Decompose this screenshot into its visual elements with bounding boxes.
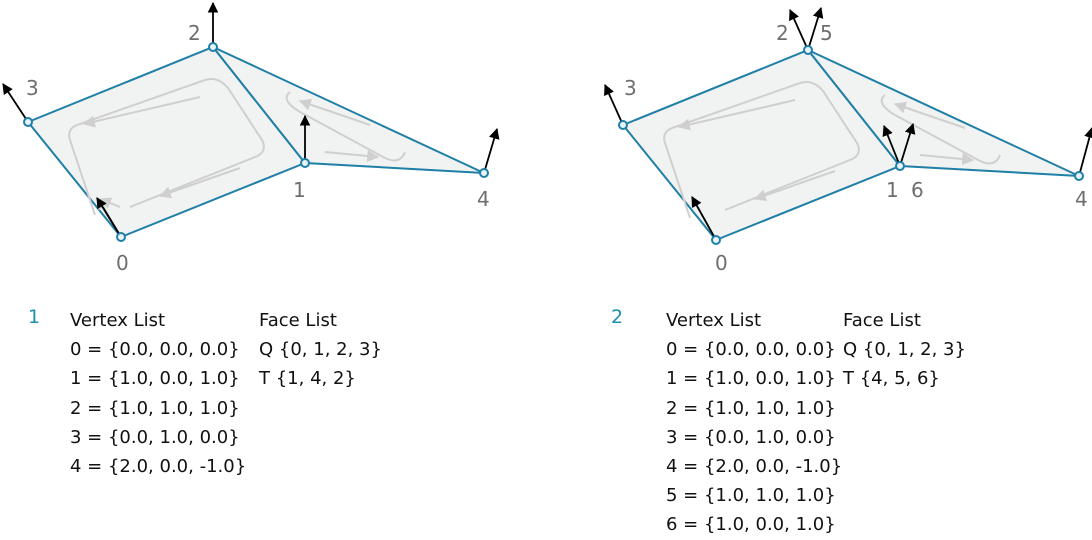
normal-arrows	[2, 1, 500, 238]
vertex-row: 1 = {1.0, 0.0, 1.0}	[70, 368, 240, 390]
mesh-1: 0 1 2 3 4	[2, 1, 500, 275]
vertex-label-1: 1	[293, 178, 306, 202]
normal-arrows	[604, 6, 1092, 241]
vertex-label-3: 3	[26, 76, 39, 100]
tri-face-t	[807, 49, 1080, 177]
vertex-label-5: 5	[820, 21, 833, 45]
face-list-header: Face List	[843, 310, 921, 331]
vertex-label-2: 2	[188, 21, 201, 45]
vertex-list-header: Vertex List	[70, 310, 166, 331]
vertex-row: 2 = {1.0, 1.0, 1.0}	[70, 397, 240, 419]
vertex-label-3: 3	[624, 76, 637, 100]
vertex-row: 4 = {2.0, 0.0, -1.0}	[70, 456, 247, 478]
vertex-label-0: 0	[715, 251, 728, 275]
vertex-markers	[23, 42, 489, 242]
face-row: Q {0, 1, 2, 3}	[843, 339, 966, 361]
vertex-row: 4 = {2.0, 0.0, -1.0}	[666, 456, 843, 478]
vertex-label-2: 2	[776, 21, 789, 45]
vertex-row: 2 = {1.0, 1.0, 1.0}	[666, 397, 836, 419]
tri-face-t	[212, 46, 485, 174]
vertex-row: 0 = {0.0, 0.0, 0.0}	[70, 339, 240, 361]
winding-arrows	[68, 78, 406, 216]
vertex-label-4: 4	[477, 187, 490, 211]
vertex-label-0: 0	[116, 251, 129, 275]
vertex-list-header: Vertex List	[666, 310, 762, 331]
mesh-2: 0 1 6 2 5 3 4	[604, 6, 1092, 275]
face-row: Q {0, 1, 2, 3}	[259, 339, 382, 361]
vertex-list-2: Vertex List 0 = {0.0, 0.0, 0.0} 1 = {1.0…	[666, 306, 842, 540]
face-row: T {4, 5, 6}	[843, 368, 940, 390]
vertex-label-1: 1	[886, 178, 899, 202]
vertex-row: 5 = {1.0, 1.0, 1.0}	[666, 485, 836, 507]
panel-number-1: 1	[28, 306, 41, 328]
vertex-row: 3 = {0.0, 1.0, 0.0}	[666, 426, 836, 448]
winding-arrows	[663, 81, 1001, 219]
vertex-label-4: 4	[1075, 187, 1088, 211]
vertex-list-1: Vertex List 0 = {0.0, 0.0, 0.0} 1 = {1.0…	[70, 306, 246, 481]
face-list-1: Face List Q {0, 1, 2, 3} T {1, 4, 2}	[259, 306, 382, 394]
vertex-row: 6 = {1.0, 0.0, 1.0}	[666, 514, 836, 536]
mesh-diagram: 0 1 2 3 4 0 1	[2, 1, 1092, 275]
vertex-row: 1 = {1.0, 0.0, 1.0}	[666, 368, 836, 390]
face-row: T {1, 4, 2}	[259, 368, 356, 390]
face-list-header: Face List	[259, 310, 337, 331]
face-list-2: Face List Q {0, 1, 2, 3} T {4, 5, 6}	[843, 306, 966, 394]
vertex-row: 0 = {0.0, 0.0, 0.0}	[666, 339, 836, 361]
vertex-label-6: 6	[911, 178, 924, 202]
panel-number-2: 2	[611, 306, 624, 328]
vertex-markers	[618, 45, 1084, 245]
vertex-row: 3 = {0.0, 1.0, 0.0}	[70, 426, 240, 448]
